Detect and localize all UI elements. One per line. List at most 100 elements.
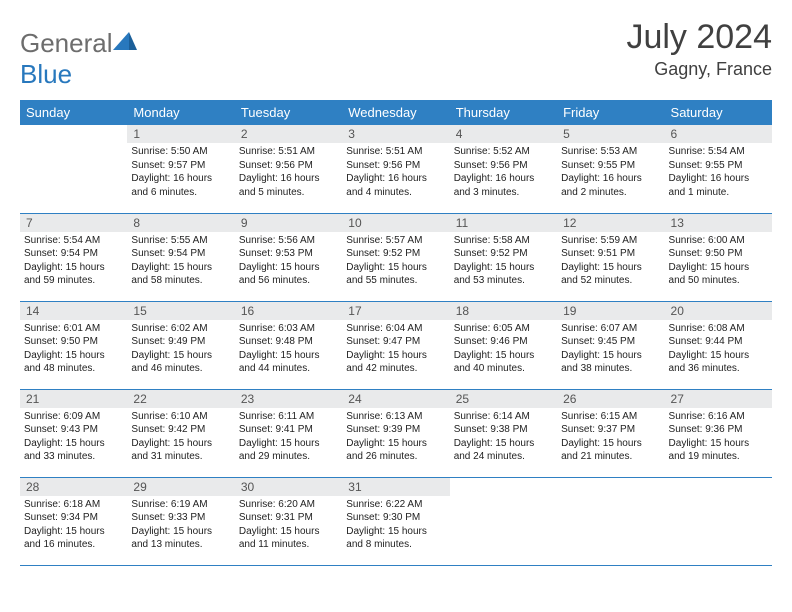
day-detail-line: Daylight: 15 hours [346,349,445,363]
brand-part1: General [20,28,113,58]
calendar-day-cell: 28Sunrise: 6:18 AMSunset: 9:34 PMDayligh… [20,477,127,565]
day-number: 15 [127,302,234,320]
day-detail-line: Sunrise: 5:56 AM [239,234,338,248]
day-detail-line: and 38 minutes. [561,362,660,376]
calendar-day-cell: 15Sunrise: 6:02 AMSunset: 9:49 PMDayligh… [127,301,234,389]
day-number: 11 [450,214,557,232]
day-detail-line: and 33 minutes. [24,450,123,464]
calendar-day-cell: 9Sunrise: 5:56 AMSunset: 9:53 PMDaylight… [235,213,342,301]
calendar-empty-cell [665,477,772,565]
day-details: Sunrise: 5:59 AMSunset: 9:51 PMDaylight:… [557,232,664,292]
day-number: 22 [127,390,234,408]
day-detail-line: Sunset: 9:36 PM [669,423,768,437]
day-detail-line: Sunrise: 5:54 AM [669,145,768,159]
day-detail-line: Sunrise: 6:22 AM [346,498,445,512]
day-detail-line: Daylight: 15 hours [454,437,553,451]
weekday-header: Monday [127,100,234,125]
day-details: Sunrise: 6:20 AMSunset: 9:31 PMDaylight:… [235,496,342,556]
calendar-week-row: 21Sunrise: 6:09 AMSunset: 9:43 PMDayligh… [20,389,772,477]
day-detail-line: Sunset: 9:42 PM [131,423,230,437]
calendar-week-row: 7Sunrise: 5:54 AMSunset: 9:54 PMDaylight… [20,213,772,301]
day-details: Sunrise: 5:50 AMSunset: 9:57 PMDaylight:… [127,143,234,203]
day-detail-line: and 3 minutes. [454,186,553,200]
day-detail-line: Sunset: 9:57 PM [131,159,230,173]
calendar-day-cell: 11Sunrise: 5:58 AMSunset: 9:52 PMDayligh… [450,213,557,301]
day-detail-line: and 16 minutes. [24,538,123,552]
day-details: Sunrise: 6:02 AMSunset: 9:49 PMDaylight:… [127,320,234,380]
day-detail-line: Sunrise: 6:00 AM [669,234,768,248]
day-detail-line: Sunset: 9:46 PM [454,335,553,349]
day-detail-line: Sunrise: 6:14 AM [454,410,553,424]
calendar-day-cell: 5Sunrise: 5:53 AMSunset: 9:55 PMDaylight… [557,125,664,213]
day-detail-line: and 58 minutes. [131,274,230,288]
title-block: July 2024 Gagny, France [626,18,772,80]
day-details: Sunrise: 6:07 AMSunset: 9:45 PMDaylight:… [557,320,664,380]
day-detail-line: Daylight: 16 hours [561,172,660,186]
calendar-day-cell: 19Sunrise: 6:07 AMSunset: 9:45 PMDayligh… [557,301,664,389]
day-number: 14 [20,302,127,320]
day-details: Sunrise: 6:16 AMSunset: 9:36 PMDaylight:… [665,408,772,468]
day-number: 4 [450,125,557,143]
day-detail-line: and 5 minutes. [239,186,338,200]
calendar-day-cell: 31Sunrise: 6:22 AMSunset: 9:30 PMDayligh… [342,477,449,565]
day-number: 5 [557,125,664,143]
day-detail-line: Daylight: 15 hours [131,437,230,451]
calendar-day-cell: 22Sunrise: 6:10 AMSunset: 9:42 PMDayligh… [127,389,234,477]
day-number: 7 [20,214,127,232]
day-detail-line: and 53 minutes. [454,274,553,288]
day-detail-line: Daylight: 15 hours [131,349,230,363]
day-detail-line: Sunrise: 5:59 AM [561,234,660,248]
day-detail-line: Sunrise: 6:11 AM [239,410,338,424]
day-detail-line: Daylight: 15 hours [131,261,230,275]
day-detail-line: and 24 minutes. [454,450,553,464]
day-detail-line: and 50 minutes. [669,274,768,288]
day-number: 23 [235,390,342,408]
day-detail-line: Sunrise: 6:18 AM [24,498,123,512]
day-number: 28 [20,478,127,496]
day-detail-line: and 4 minutes. [346,186,445,200]
day-details: Sunrise: 6:22 AMSunset: 9:30 PMDaylight:… [342,496,449,556]
calendar-day-cell: 8Sunrise: 5:55 AMSunset: 9:54 PMDaylight… [127,213,234,301]
day-detail-line: and 59 minutes. [24,274,123,288]
brand-part2: Blue [20,59,72,89]
calendar-day-cell: 1Sunrise: 5:50 AMSunset: 9:57 PMDaylight… [127,125,234,213]
day-detail-line: and 48 minutes. [24,362,123,376]
day-detail-line: Daylight: 15 hours [24,349,123,363]
calendar-week-row: 1Sunrise: 5:50 AMSunset: 9:57 PMDaylight… [20,125,772,213]
day-number: 27 [665,390,772,408]
day-number: 6 [665,125,772,143]
day-detail-line: Sunset: 9:30 PM [346,511,445,525]
day-number: 26 [557,390,664,408]
day-number: 24 [342,390,449,408]
day-detail-line: Sunrise: 6:10 AM [131,410,230,424]
day-detail-line: and 31 minutes. [131,450,230,464]
day-number: 30 [235,478,342,496]
day-detail-line: Sunset: 9:47 PM [346,335,445,349]
day-details: Sunrise: 6:18 AMSunset: 9:34 PMDaylight:… [20,496,127,556]
calendar-day-cell: 10Sunrise: 5:57 AMSunset: 9:52 PMDayligh… [342,213,449,301]
day-number: 3 [342,125,449,143]
day-detail-line: Sunset: 9:34 PM [24,511,123,525]
day-detail-line: Daylight: 15 hours [24,261,123,275]
day-detail-line: Sunrise: 5:51 AM [239,145,338,159]
day-details: Sunrise: 6:14 AMSunset: 9:38 PMDaylight:… [450,408,557,468]
calendar-day-cell: 24Sunrise: 6:13 AMSunset: 9:39 PMDayligh… [342,389,449,477]
day-detail-line: Daylight: 15 hours [346,261,445,275]
calendar-head: SundayMondayTuesdayWednesdayThursdayFrid… [20,100,772,125]
calendar-day-cell: 3Sunrise: 5:51 AMSunset: 9:56 PMDaylight… [342,125,449,213]
day-detail-line: Sunrise: 6:08 AM [669,322,768,336]
day-detail-line: Daylight: 16 hours [346,172,445,186]
day-details: Sunrise: 5:54 AMSunset: 9:54 PMDaylight:… [20,232,127,292]
calendar-week-row: 14Sunrise: 6:01 AMSunset: 9:50 PMDayligh… [20,301,772,389]
day-detail-line: Daylight: 15 hours [346,525,445,539]
calendar-day-cell: 21Sunrise: 6:09 AMSunset: 9:43 PMDayligh… [20,389,127,477]
day-detail-line: Daylight: 16 hours [131,172,230,186]
weekday-header: Wednesday [342,100,449,125]
day-detail-line: Sunset: 9:56 PM [346,159,445,173]
day-detail-line: Sunrise: 5:57 AM [346,234,445,248]
day-detail-line: Sunrise: 6:16 AM [669,410,768,424]
day-detail-line: Sunset: 9:39 PM [346,423,445,437]
day-number: 19 [557,302,664,320]
day-details: Sunrise: 6:10 AMSunset: 9:42 PMDaylight:… [127,408,234,468]
day-detail-line: Sunrise: 6:05 AM [454,322,553,336]
